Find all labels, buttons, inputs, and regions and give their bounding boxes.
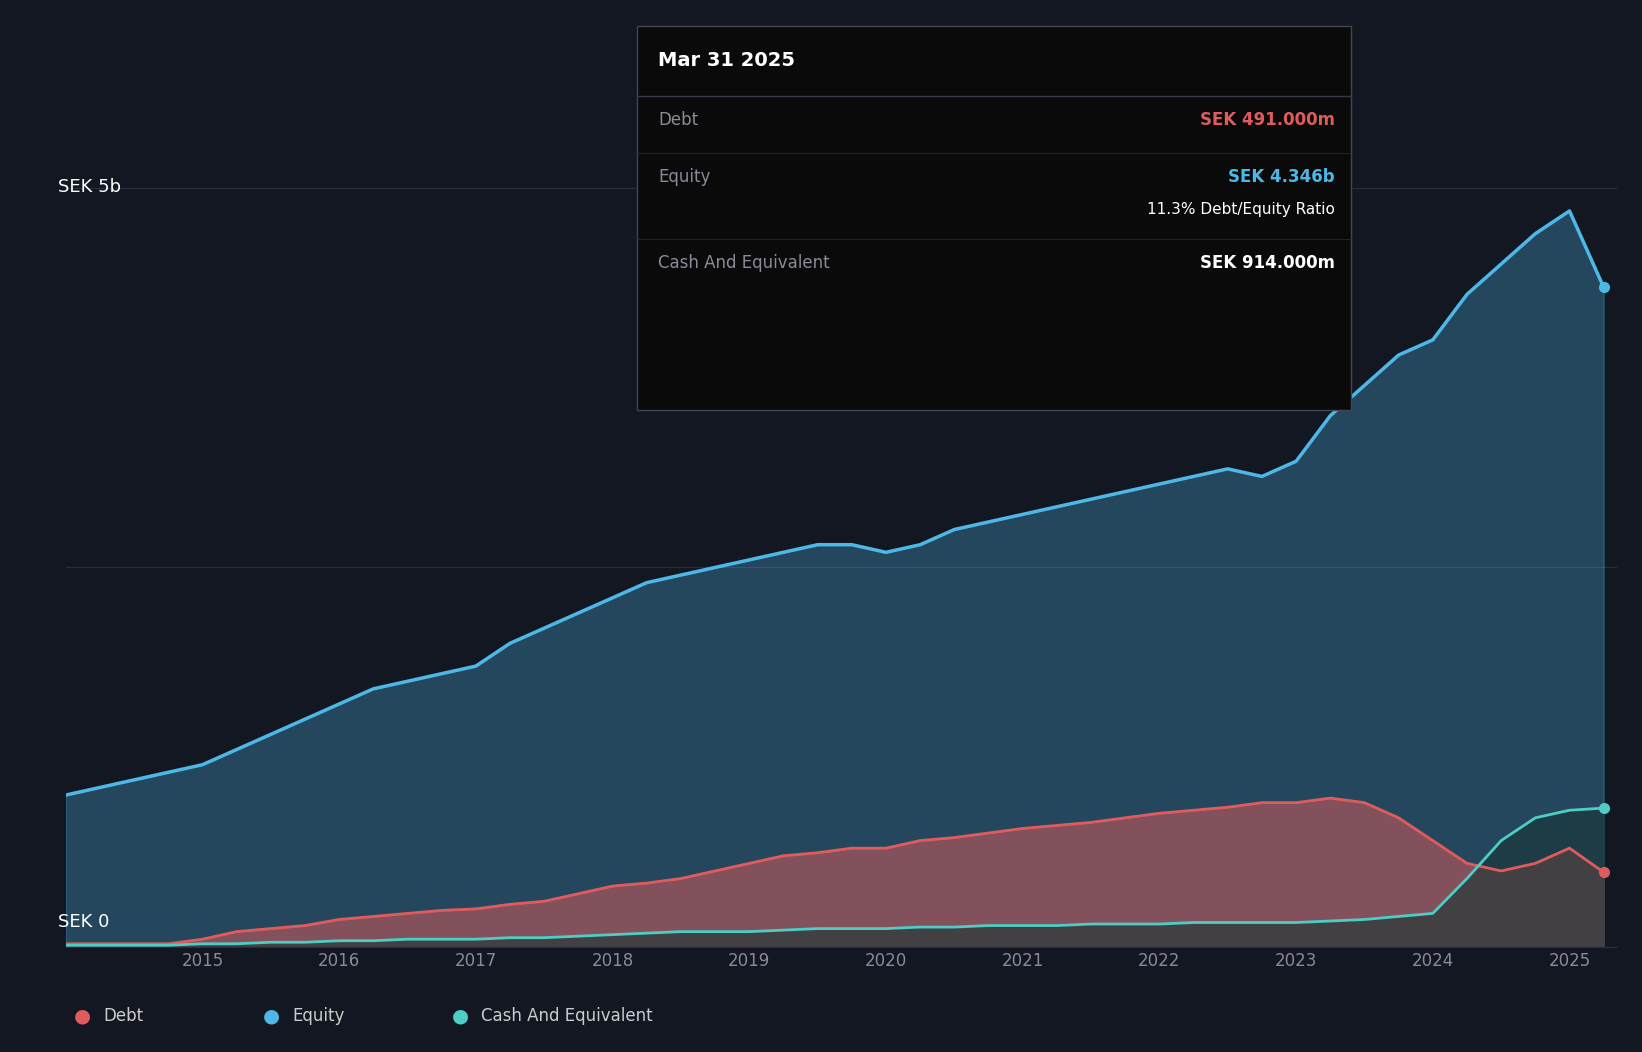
Text: SEK 0: SEK 0 <box>57 913 110 931</box>
Text: 11.3% Debt/Equity Ratio: 11.3% Debt/Equity Ratio <box>1148 202 1335 217</box>
Text: SEK 4.346b: SEK 4.346b <box>1228 168 1335 186</box>
Text: SEK 914.000m: SEK 914.000m <box>1200 255 1335 272</box>
Text: Equity: Equity <box>658 168 711 186</box>
Text: Cash And Equivalent: Cash And Equivalent <box>658 255 831 272</box>
Text: Cash And Equivalent: Cash And Equivalent <box>481 1007 654 1026</box>
Text: Equity: Equity <box>292 1007 345 1026</box>
Text: Debt: Debt <box>658 112 698 129</box>
Text: SEK 5b: SEK 5b <box>57 178 122 196</box>
Text: SEK 491.000m: SEK 491.000m <box>1200 112 1335 129</box>
Text: Debt: Debt <box>103 1007 143 1026</box>
Text: Mar 31 2025: Mar 31 2025 <box>658 52 795 70</box>
Text: ●: ● <box>263 1007 279 1026</box>
Text: ●: ● <box>74 1007 90 1026</box>
Text: ●: ● <box>452 1007 468 1026</box>
